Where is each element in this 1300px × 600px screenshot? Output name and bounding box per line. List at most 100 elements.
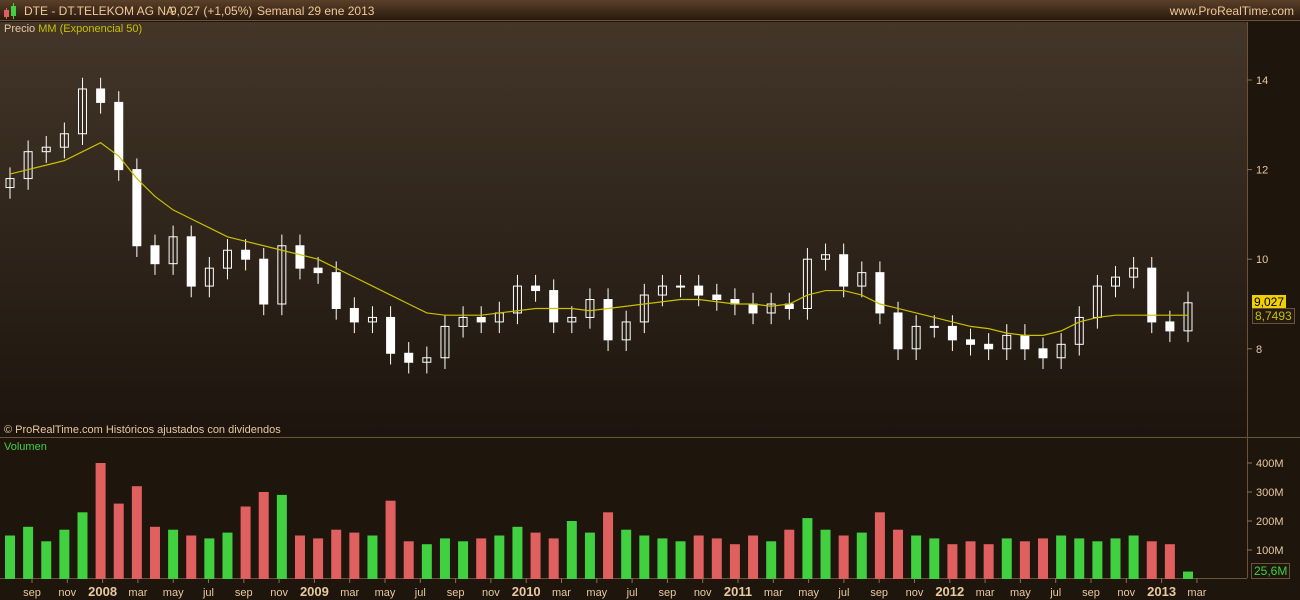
candle-body <box>168 236 178 265</box>
x-tick-label: 2009 <box>300 584 329 599</box>
volume-y-tick-label: 400M <box>1256 458 1284 470</box>
volume-bar <box>639 535 650 579</box>
last-price-change: 9,027 (+1,05%) <box>170 4 253 18</box>
candle-body <box>241 249 251 260</box>
volume-bar <box>294 535 305 579</box>
volume-bar <box>657 538 668 579</box>
candle-body <box>1147 267 1157 323</box>
x-tick-label: jul <box>837 587 849 599</box>
y-tick-label: 10 <box>1256 254 1268 266</box>
site-link[interactable]: www.ProRealTime.com <box>1169 4 1294 18</box>
candle-body <box>1183 302 1193 332</box>
volume-bar <box>385 500 396 579</box>
volume-bar <box>1019 541 1030 579</box>
candlestick-logo-icon <box>4 3 16 19</box>
volume-bar <box>983 544 994 579</box>
candle-body <box>259 258 269 305</box>
candle-body <box>512 285 522 314</box>
volume-y-tick-label: 300M <box>1256 487 1284 499</box>
candle-body <box>349 307 359 323</box>
volume-bar <box>113 503 124 579</box>
candle-body <box>585 299 595 318</box>
volume-bar <box>95 463 106 579</box>
volume-bar <box>494 535 505 579</box>
candle-body <box>23 151 33 180</box>
volume-bar <box>204 538 215 579</box>
candle-body <box>77 88 87 135</box>
volume-bar <box>729 544 740 579</box>
candle-body <box>549 290 559 323</box>
x-tick-label: mar <box>976 587 995 599</box>
ema-line <box>9 142 1189 336</box>
volume-bar <box>77 512 88 579</box>
candle-body <box>458 316 468 327</box>
volume-bar <box>168 529 179 579</box>
candle-body <box>132 169 142 247</box>
x-tick-label: mar <box>764 587 783 599</box>
x-tick-label: nov <box>58 587 76 599</box>
candle-body <box>114 101 124 171</box>
volume-bar <box>748 535 759 579</box>
candle-body <box>422 357 432 363</box>
volume-bar <box>1146 541 1157 579</box>
x-tick-label: may <box>1010 587 1031 599</box>
volume-bar <box>131 486 142 579</box>
volume-bar <box>874 512 885 579</box>
candle-body <box>567 316 577 323</box>
x-tick-label: mar <box>128 587 147 599</box>
x-tick-label: sep <box>23 587 41 599</box>
candle-body <box>1074 316 1084 345</box>
volume-bar <box>784 529 795 579</box>
copyright-footer: © ProRealTime.com Históricos ajustados c… <box>4 424 281 436</box>
volume-bar <box>965 541 976 579</box>
candle-body <box>1002 334 1012 350</box>
x-tick-label: mar <box>552 587 571 599</box>
candle-body <box>531 285 541 292</box>
ema-legend: MM (Exponencial 50) <box>38 23 143 35</box>
volume-bar <box>240 506 251 579</box>
candle-body <box>204 267 214 287</box>
candle-body <box>893 312 903 350</box>
candle-body <box>875 272 885 314</box>
volume-bar <box>820 529 831 579</box>
volume-panel-label: Volumen <box>4 441 47 453</box>
x-tick-label: nov <box>694 587 712 599</box>
x-tick-label: 2012 <box>935 584 964 599</box>
volume-bar <box>186 535 197 579</box>
volume-bar <box>349 532 360 579</box>
candle-body <box>657 285 667 296</box>
period-date: Semanal 29 ene 2013 <box>257 4 375 18</box>
candle-body <box>331 272 341 309</box>
volume-bar <box>566 521 577 579</box>
volume-bar <box>439 538 450 579</box>
x-tick-label: nov <box>1117 587 1135 599</box>
x-tick-label: sep <box>659 587 677 599</box>
volume-bar <box>512 526 523 579</box>
candle-body <box>857 272 867 287</box>
x-tick-label: jul <box>414 587 426 599</box>
volume-bar <box>766 541 777 579</box>
volume-bar <box>222 532 233 579</box>
candle-body <box>476 316 486 323</box>
x-tick-label: 2008 <box>88 584 117 599</box>
volume-bar <box>1092 541 1103 579</box>
candle-body <box>41 146 51 153</box>
volume-bar <box>675 541 686 579</box>
candle-body <box>821 254 831 260</box>
candle-body <box>404 352 414 363</box>
volume-bar <box>693 535 704 579</box>
volume-bar <box>313 538 324 579</box>
volume-bar <box>458 541 469 579</box>
candle-body <box>1038 348 1048 359</box>
candle-body <box>186 236 196 287</box>
x-tick-label: sep <box>235 587 253 599</box>
x-tick-label: may <box>163 587 184 599</box>
candle-body <box>367 316 377 323</box>
volume-bar <box>276 494 287 579</box>
volume-bar <box>893 529 904 579</box>
candle-body <box>911 325 921 350</box>
x-tick-label: nov <box>270 587 288 599</box>
volume-bar <box>621 529 632 579</box>
candle-body <box>766 303 776 314</box>
